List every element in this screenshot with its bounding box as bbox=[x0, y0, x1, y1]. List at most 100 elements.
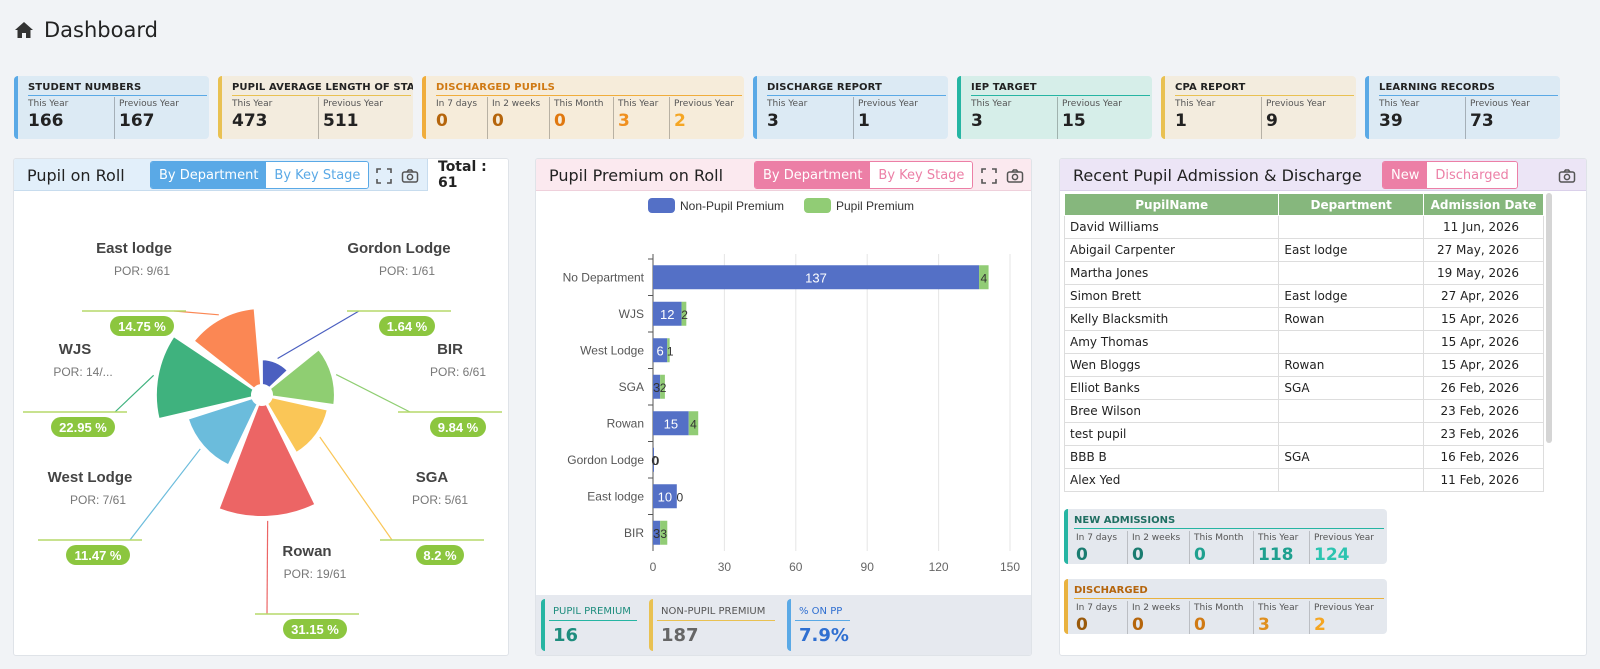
bar-pupil-premium[interactable] bbox=[667, 338, 670, 363]
stat-label: This Year bbox=[28, 99, 69, 109]
stat-card-average-stay[interactable]: PUPIL AVERAGE LENGTH OF STAY This Year 47… bbox=[218, 76, 413, 139]
bar-pupil-premium[interactable] bbox=[688, 411, 699, 436]
rose-segment-bir[interactable] bbox=[268, 348, 336, 407]
pupil-premium-panel: Pupil Premium on Roll By Department By K… bbox=[535, 158, 1032, 656]
fullscreen-icon[interactable] bbox=[375, 167, 393, 185]
rose-segment-gordon-lodge[interactable] bbox=[260, 358, 289, 390]
column-header[interactable]: Admission Date bbox=[1423, 193, 1544, 216]
legend-swatch-pupil-premium[interactable] bbox=[804, 198, 831, 213]
stat-title: DISCHARGE REPORT bbox=[767, 82, 946, 96]
tab-new[interactable]: New bbox=[1383, 162, 1428, 188]
bar-non-pupil-premium[interactable] bbox=[653, 265, 980, 290]
segment-name-label: East lodge bbox=[96, 240, 172, 257]
rose-segment-wjs[interactable] bbox=[154, 335, 255, 421]
home-icon bbox=[15, 22, 33, 38]
bar-value-label: 15 bbox=[664, 416, 678, 431]
category-label: West Lodge bbox=[580, 343, 644, 357]
stat-card-iep-target[interactable]: IEP TARGET This Year 3 Previous Year 15 bbox=[957, 76, 1152, 139]
stat-title: IEP TARGET bbox=[971, 82, 1150, 96]
segment-percent-label: 9.84 % bbox=[438, 420, 479, 435]
camera-icon[interactable] bbox=[401, 167, 419, 185]
bar-value-label: 4 bbox=[980, 271, 987, 285]
table-row[interactable]: Wen Bloggs Rowan 15 Apr, 2026 bbox=[1064, 353, 1544, 377]
table-row[interactable]: Alex Yed 11 Feb, 2026 bbox=[1064, 468, 1544, 492]
column-header[interactable]: Department bbox=[1278, 193, 1425, 216]
card-value: 187 bbox=[661, 625, 699, 646]
percent-on-pp-card: % ON PP 7.9% bbox=[787, 599, 854, 651]
bar-non-pupil-premium[interactable] bbox=[653, 338, 668, 363]
stat-card-student-numbers[interactable]: STUDENT NUMBERS This Year 166 Previous Ye… bbox=[14, 76, 209, 139]
stat-value: 39 bbox=[1379, 111, 1403, 131]
recent-admissions-panel: Recent Pupil Admission & Discharge New D… bbox=[1059, 158, 1587, 656]
legend-swatch-non-pupil-premium[interactable] bbox=[648, 198, 675, 213]
stat-card-discharged-pupils[interactable]: DISCHARGED PUPILS In 7 days 0 In 2 weeks 0… bbox=[422, 76, 744, 139]
segment-por-label: POR: 14/... bbox=[53, 365, 112, 379]
non-pupil-premium-card: NON-PUPIL PREMIUM 187 bbox=[649, 599, 779, 651]
bar-value-label: 12 bbox=[660, 307, 674, 322]
table-row[interactable]: Elliot Banks SGA 26 Feb, 2026 bbox=[1064, 376, 1544, 400]
bar-non-pupil-premium[interactable] bbox=[653, 374, 661, 399]
stats-row: STUDENT NUMBERS This Year 166 Previous Ye… bbox=[14, 76, 1600, 139]
camera-icon[interactable] bbox=[1558, 167, 1576, 185]
segment-percent-label: 1.64 % bbox=[387, 319, 428, 334]
table-row[interactable]: test pupil 23 Feb, 2026 bbox=[1064, 422, 1544, 446]
bar-non-pupil-premium[interactable] bbox=[653, 411, 689, 436]
admissions-table-scroll[interactable]: PupilName Department Admission Date Davi… bbox=[1064, 193, 1554, 495]
segment-percent-label: 31.15 % bbox=[291, 622, 339, 637]
segment-percent-label: 14.75 % bbox=[118, 319, 166, 334]
table-row[interactable]: Kelly Blacksmith Rowan 15 Apr, 2026 bbox=[1064, 307, 1544, 331]
segment-percent-label: 22.95 % bbox=[59, 420, 107, 435]
table-row[interactable]: Abigail Carpenter East lodge 27 May, 2026 bbox=[1064, 238, 1544, 262]
page-header: Dashboard bbox=[14, 15, 158, 45]
table-row[interactable]: Martha Jones 19 May, 2026 bbox=[1064, 261, 1544, 285]
discharged-card[interactable]: DISCHARGED In 7 days 0 In 2 weeks 0 This M… bbox=[1064, 579, 1387, 634]
bar-pupil-premium[interactable] bbox=[660, 520, 668, 545]
rose-segment-rowan[interactable] bbox=[217, 402, 317, 518]
stat-label: This Year bbox=[767, 99, 808, 109]
bar-pupil-premium[interactable] bbox=[681, 301, 687, 326]
stat-card-cpa-report[interactable]: CPA REPORT This Year 1 Previous Year 9 bbox=[1161, 76, 1356, 139]
bar-pupil-premium[interactable] bbox=[979, 265, 989, 290]
bar-non-pupil-premium[interactable] bbox=[653, 301, 682, 326]
table-scrollbar[interactable] bbox=[1546, 193, 1552, 443]
category-label: No Department bbox=[563, 270, 645, 284]
segment-por-label: POR: 1/61 bbox=[379, 264, 435, 278]
rose-segment-west-lodge[interactable] bbox=[186, 397, 259, 467]
tab-by-department[interactable]: By Department bbox=[151, 162, 267, 188]
bar-non-pupil-premium[interactable] bbox=[653, 447, 654, 472]
percent-pill bbox=[430, 417, 486, 437]
stat-card-learning-records[interactable]: LEARNING RECORDS This Year 39 Previous Ye… bbox=[1365, 76, 1560, 139]
tab-by-key-stage[interactable]: By Key Stage bbox=[266, 162, 369, 188]
stat-value: 15 bbox=[1062, 111, 1086, 131]
total-count: Total : 61 bbox=[427, 159, 508, 191]
new-admissions-card[interactable]: NEW ADMISSIONS In 7 days 0 In 2 weeks 0 Th… bbox=[1064, 509, 1387, 564]
card-title: NEW ADMISSIONS bbox=[1074, 515, 1384, 529]
table-row[interactable]: Bree Wilson 23 Feb, 2026 bbox=[1064, 399, 1544, 423]
segment-por-label: POR: 9/61 bbox=[114, 264, 170, 278]
leader-line bbox=[335, 373, 411, 413]
bar-pupil-premium[interactable] bbox=[660, 374, 665, 399]
table-row[interactable]: Amy Thomas 15 Apr, 2026 bbox=[1064, 330, 1544, 354]
bar-non-pupil-premium[interactable] bbox=[653, 520, 661, 545]
tab-by-key-stage[interactable]: By Key Stage bbox=[870, 162, 973, 188]
stat-label: In 7 days bbox=[436, 99, 478, 109]
table-row[interactable]: BBB B SGA 16 Feb, 2026 bbox=[1064, 445, 1544, 469]
camera-icon[interactable] bbox=[1006, 167, 1024, 185]
tab-by-department[interactable]: By Department bbox=[755, 162, 871, 188]
table-row[interactable]: David Williams 11 Jun, 2026 bbox=[1064, 215, 1544, 239]
premium-footer: PUPIL PREMIUM 16 NON-PUPIL PREMIUM 187 %… bbox=[536, 595, 1031, 655]
fullscreen-icon[interactable] bbox=[980, 167, 998, 185]
panel-title: Pupil on Roll bbox=[27, 166, 125, 185]
rose-segment-sga[interactable] bbox=[266, 396, 329, 455]
tab-discharged[interactable]: Discharged bbox=[1427, 162, 1517, 188]
stat-card-discharge-report[interactable]: DISCHARGE REPORT This Year 3 Previous Yea… bbox=[753, 76, 948, 139]
table-row[interactable]: Simon Brett East lodge 27 Apr, 2026 bbox=[1064, 284, 1544, 308]
bar-non-pupil-premium[interactable] bbox=[653, 484, 677, 509]
stat-value: 166 bbox=[28, 111, 64, 131]
rose-segment-east-lodge[interactable] bbox=[192, 307, 263, 390]
column-header[interactable]: PupilName bbox=[1064, 193, 1280, 216]
segment-name-label: Gordon Lodge bbox=[347, 240, 450, 257]
stat-label: Previous Year bbox=[119, 99, 179, 109]
bar-value-label: 4 bbox=[690, 417, 697, 431]
stat-value: 167 bbox=[119, 111, 155, 131]
